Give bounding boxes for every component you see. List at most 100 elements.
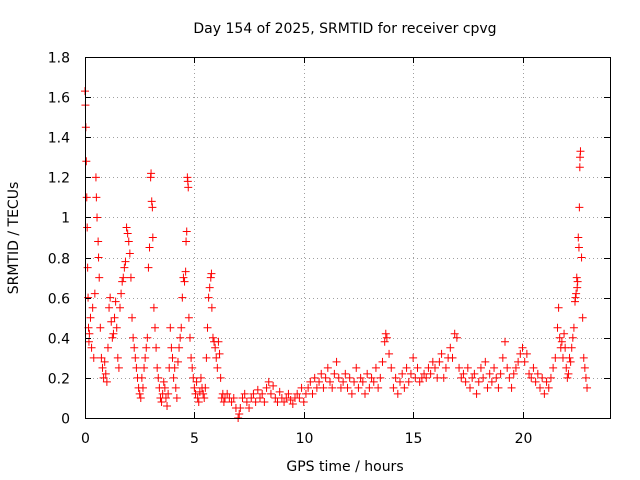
data-point: [347, 389, 356, 398]
data-point: [494, 383, 503, 392]
data-point: [103, 343, 112, 352]
data-point: [207, 303, 216, 312]
data-point: [522, 349, 531, 358]
y-tick-label: 1.8: [48, 51, 70, 67]
data-point: [572, 273, 581, 282]
data-point: [505, 373, 514, 382]
data-point: [367, 373, 376, 382]
data-point: [413, 363, 422, 372]
data-point: [206, 273, 215, 282]
data-point: [446, 343, 455, 352]
data-point: [131, 353, 140, 362]
data-point: [431, 363, 439, 372]
data-point: [114, 363, 123, 372]
data-point: [352, 363, 361, 372]
data-point: [492, 373, 501, 382]
data-point: [345, 373, 354, 382]
data-point: [562, 363, 571, 372]
data-point: [321, 373, 330, 382]
data-point: [564, 369, 573, 378]
data-point: [540, 389, 549, 398]
data-point: [280, 397, 289, 406]
data-point: [163, 401, 172, 410]
data-point: [288, 399, 297, 408]
data-point: [120, 263, 129, 272]
data-point: [341, 369, 350, 378]
data-point: [126, 273, 135, 282]
data-point: [161, 393, 170, 402]
data-point: [85, 329, 94, 338]
data-point: [211, 343, 220, 352]
data-point: [400, 383, 409, 392]
data-point: [483, 383, 492, 392]
data-point: [151, 323, 159, 332]
data-point: [472, 389, 481, 398]
data-point: [568, 333, 577, 342]
data-point: [168, 353, 177, 362]
data-point: [574, 243, 583, 252]
data-point: [326, 377, 334, 386]
data-point: [242, 397, 251, 406]
data-point: [330, 369, 339, 378]
data-point: [245, 403, 254, 412]
data-point: [113, 353, 122, 362]
data-point: [461, 377, 470, 386]
data-point: [86, 313, 95, 322]
data-point: [213, 363, 222, 372]
data-point: [498, 353, 507, 362]
data-point: [381, 329, 390, 338]
data-point: [553, 323, 562, 332]
data-point: [84, 337, 93, 346]
data-point: [551, 353, 560, 362]
data-point: [507, 383, 516, 392]
data-point: [557, 337, 566, 346]
data-point: [184, 183, 193, 192]
data-point: [100, 357, 109, 366]
grid-layer: [85, 57, 610, 418]
data-point: [455, 363, 464, 372]
data-point: [223, 389, 232, 398]
y-tick-label: 0.4: [48, 332, 70, 348]
data-point: [182, 227, 191, 236]
data-point: [121, 257, 130, 266]
data-point: [96, 323, 105, 332]
data-point: [481, 357, 490, 366]
data-point: [251, 397, 260, 406]
data-point: [108, 333, 117, 342]
data-point: [441, 363, 450, 372]
x-tick-label: 5: [190, 431, 199, 447]
y-tick-label: 0.6: [48, 292, 70, 308]
data-point: [138, 383, 147, 392]
data-point: [378, 357, 387, 366]
y-tick-label: 1.6: [48, 91, 70, 107]
data-point: [207, 269, 216, 278]
data-point: [179, 273, 188, 282]
data-point: [205, 283, 214, 292]
x-tick-label: 10: [296, 431, 314, 447]
data-point: [128, 313, 137, 322]
data-point: [350, 377, 359, 386]
plot-frame: [85, 57, 611, 419]
data-point: [148, 203, 157, 212]
data-point: [173, 357, 182, 366]
data-point: [192, 377, 201, 386]
data-point: [452, 333, 461, 342]
data-point: [201, 383, 210, 392]
data-point: [361, 389, 369, 398]
y-tick-label: 0.8: [48, 252, 70, 268]
data-point: [406, 369, 415, 378]
data-point: [308, 389, 317, 398]
data-point: [125, 249, 134, 258]
data-point: [369, 377, 378, 386]
data-point: [94, 237, 103, 246]
data-point: [122, 223, 131, 232]
data-point: [119, 273, 128, 282]
data-point: [236, 403, 245, 412]
data-point: [219, 397, 228, 406]
data-point: [214, 337, 223, 346]
data-point: [536, 383, 544, 392]
data-point: [187, 353, 196, 362]
data-point: [95, 273, 104, 282]
data-point: [235, 409, 244, 418]
data-point: [409, 353, 418, 362]
